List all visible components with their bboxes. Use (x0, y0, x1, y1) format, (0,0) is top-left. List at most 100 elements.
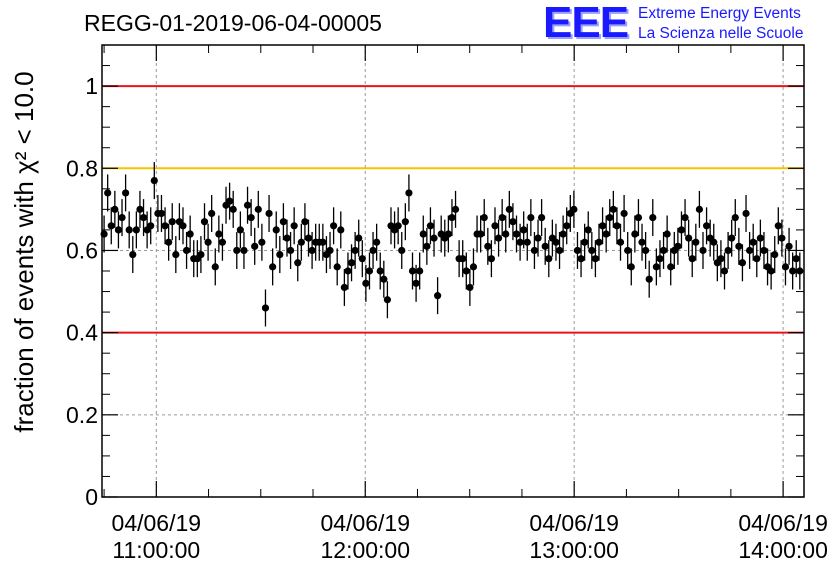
data-point (200, 218, 209, 226)
data-point (423, 242, 431, 250)
data-point (211, 263, 219, 271)
data-point (710, 238, 718, 246)
data-point (165, 238, 173, 246)
data-point (347, 259, 356, 267)
data-point (731, 213, 739, 222)
data-point (330, 222, 338, 230)
data-point (286, 246, 295, 255)
data-point (516, 238, 524, 246)
y-tick-label: 0.6 (66, 237, 98, 263)
data-point (401, 218, 409, 226)
data-point (520, 226, 528, 234)
data-point (319, 238, 327, 246)
data-point (746, 246, 754, 255)
data-point (494, 234, 503, 242)
data-point (358, 255, 366, 263)
data-point (337, 226, 345, 234)
data-point (584, 226, 592, 234)
data-point (627, 263, 635, 271)
data-point (523, 238, 531, 246)
data-point (269, 263, 277, 271)
data-point (677, 226, 686, 234)
data-point (530, 246, 539, 255)
data-point (695, 205, 704, 213)
data-point (132, 226, 140, 234)
data-point (606, 213, 614, 222)
data-point (236, 226, 244, 234)
data-point (591, 255, 600, 263)
logo-line-1: Extreme Energy Events (638, 5, 801, 22)
data-point (781, 263, 790, 271)
logo-mark: EEE (543, 0, 629, 47)
data-point (681, 213, 689, 222)
y-axis-label: fraction of events with χ² < 10.0 (9, 71, 39, 432)
data-point (645, 275, 653, 283)
x-tick-date: 04/06/19 (738, 510, 828, 536)
data-point (139, 213, 148, 222)
data-point (631, 230, 639, 238)
x-tick-time: 11:00:00 (112, 537, 200, 563)
data-point (412, 279, 420, 287)
plot-frame (101, 44, 805, 498)
data-point (258, 238, 266, 246)
axis-ticks: 00.20.40.60.8104/06/1911:00:0004/06/1912… (66, 45, 828, 563)
data-point (538, 213, 546, 222)
data-point (290, 222, 298, 230)
data-point (555, 246, 564, 255)
data-point (462, 267, 470, 275)
data-point (652, 263, 660, 271)
data-point (534, 234, 542, 242)
reference-lines (102, 85, 804, 334)
data-point (577, 255, 585, 263)
data-point (699, 246, 707, 255)
data-point (685, 234, 693, 242)
data-point (373, 238, 381, 246)
data-point (649, 213, 657, 222)
data-point (487, 255, 496, 263)
data-point (362, 279, 370, 287)
data-point (398, 246, 406, 255)
data-point (215, 230, 223, 238)
data-point (667, 263, 675, 271)
data-point (505, 205, 513, 213)
data-point (333, 263, 341, 271)
x-tick-time: 13:00:00 (529, 537, 619, 563)
data-point (340, 283, 348, 292)
data-point (774, 222, 782, 230)
data-point (161, 222, 169, 230)
y-tick-label: 0.8 (66, 155, 98, 181)
data-point (229, 205, 237, 213)
data-point (792, 255, 800, 263)
data-point (376, 267, 384, 275)
data-point (491, 222, 499, 230)
data-point (484, 242, 492, 250)
data-point (480, 213, 488, 222)
data-point (304, 234, 313, 242)
data-point (355, 234, 363, 242)
x-tick-date: 04/06/19 (320, 510, 410, 536)
data-point (147, 222, 155, 230)
data-point (308, 246, 316, 255)
data-point (767, 267, 775, 275)
logo: EEE Extreme Energy Events La Scienza nel… (543, 0, 833, 47)
data-point (265, 209, 273, 218)
data-point (663, 230, 671, 238)
y-tick-label: 0 (85, 484, 98, 510)
data-point (469, 263, 478, 271)
data-point (233, 246, 241, 255)
data-point (380, 275, 388, 283)
data-point (125, 226, 133, 234)
data-point (638, 238, 646, 246)
data-point (609, 205, 617, 213)
data-point (243, 201, 252, 209)
data-point (419, 230, 427, 238)
data-point (218, 238, 227, 246)
grid-layer (102, 45, 804, 497)
data-point (150, 177, 158, 185)
data-point (294, 259, 302, 267)
data-point (276, 250, 284, 259)
data-point (778, 234, 786, 242)
data-point (122, 189, 130, 197)
x-tick-time: 12:00:00 (320, 537, 410, 563)
data-point (383, 296, 392, 304)
